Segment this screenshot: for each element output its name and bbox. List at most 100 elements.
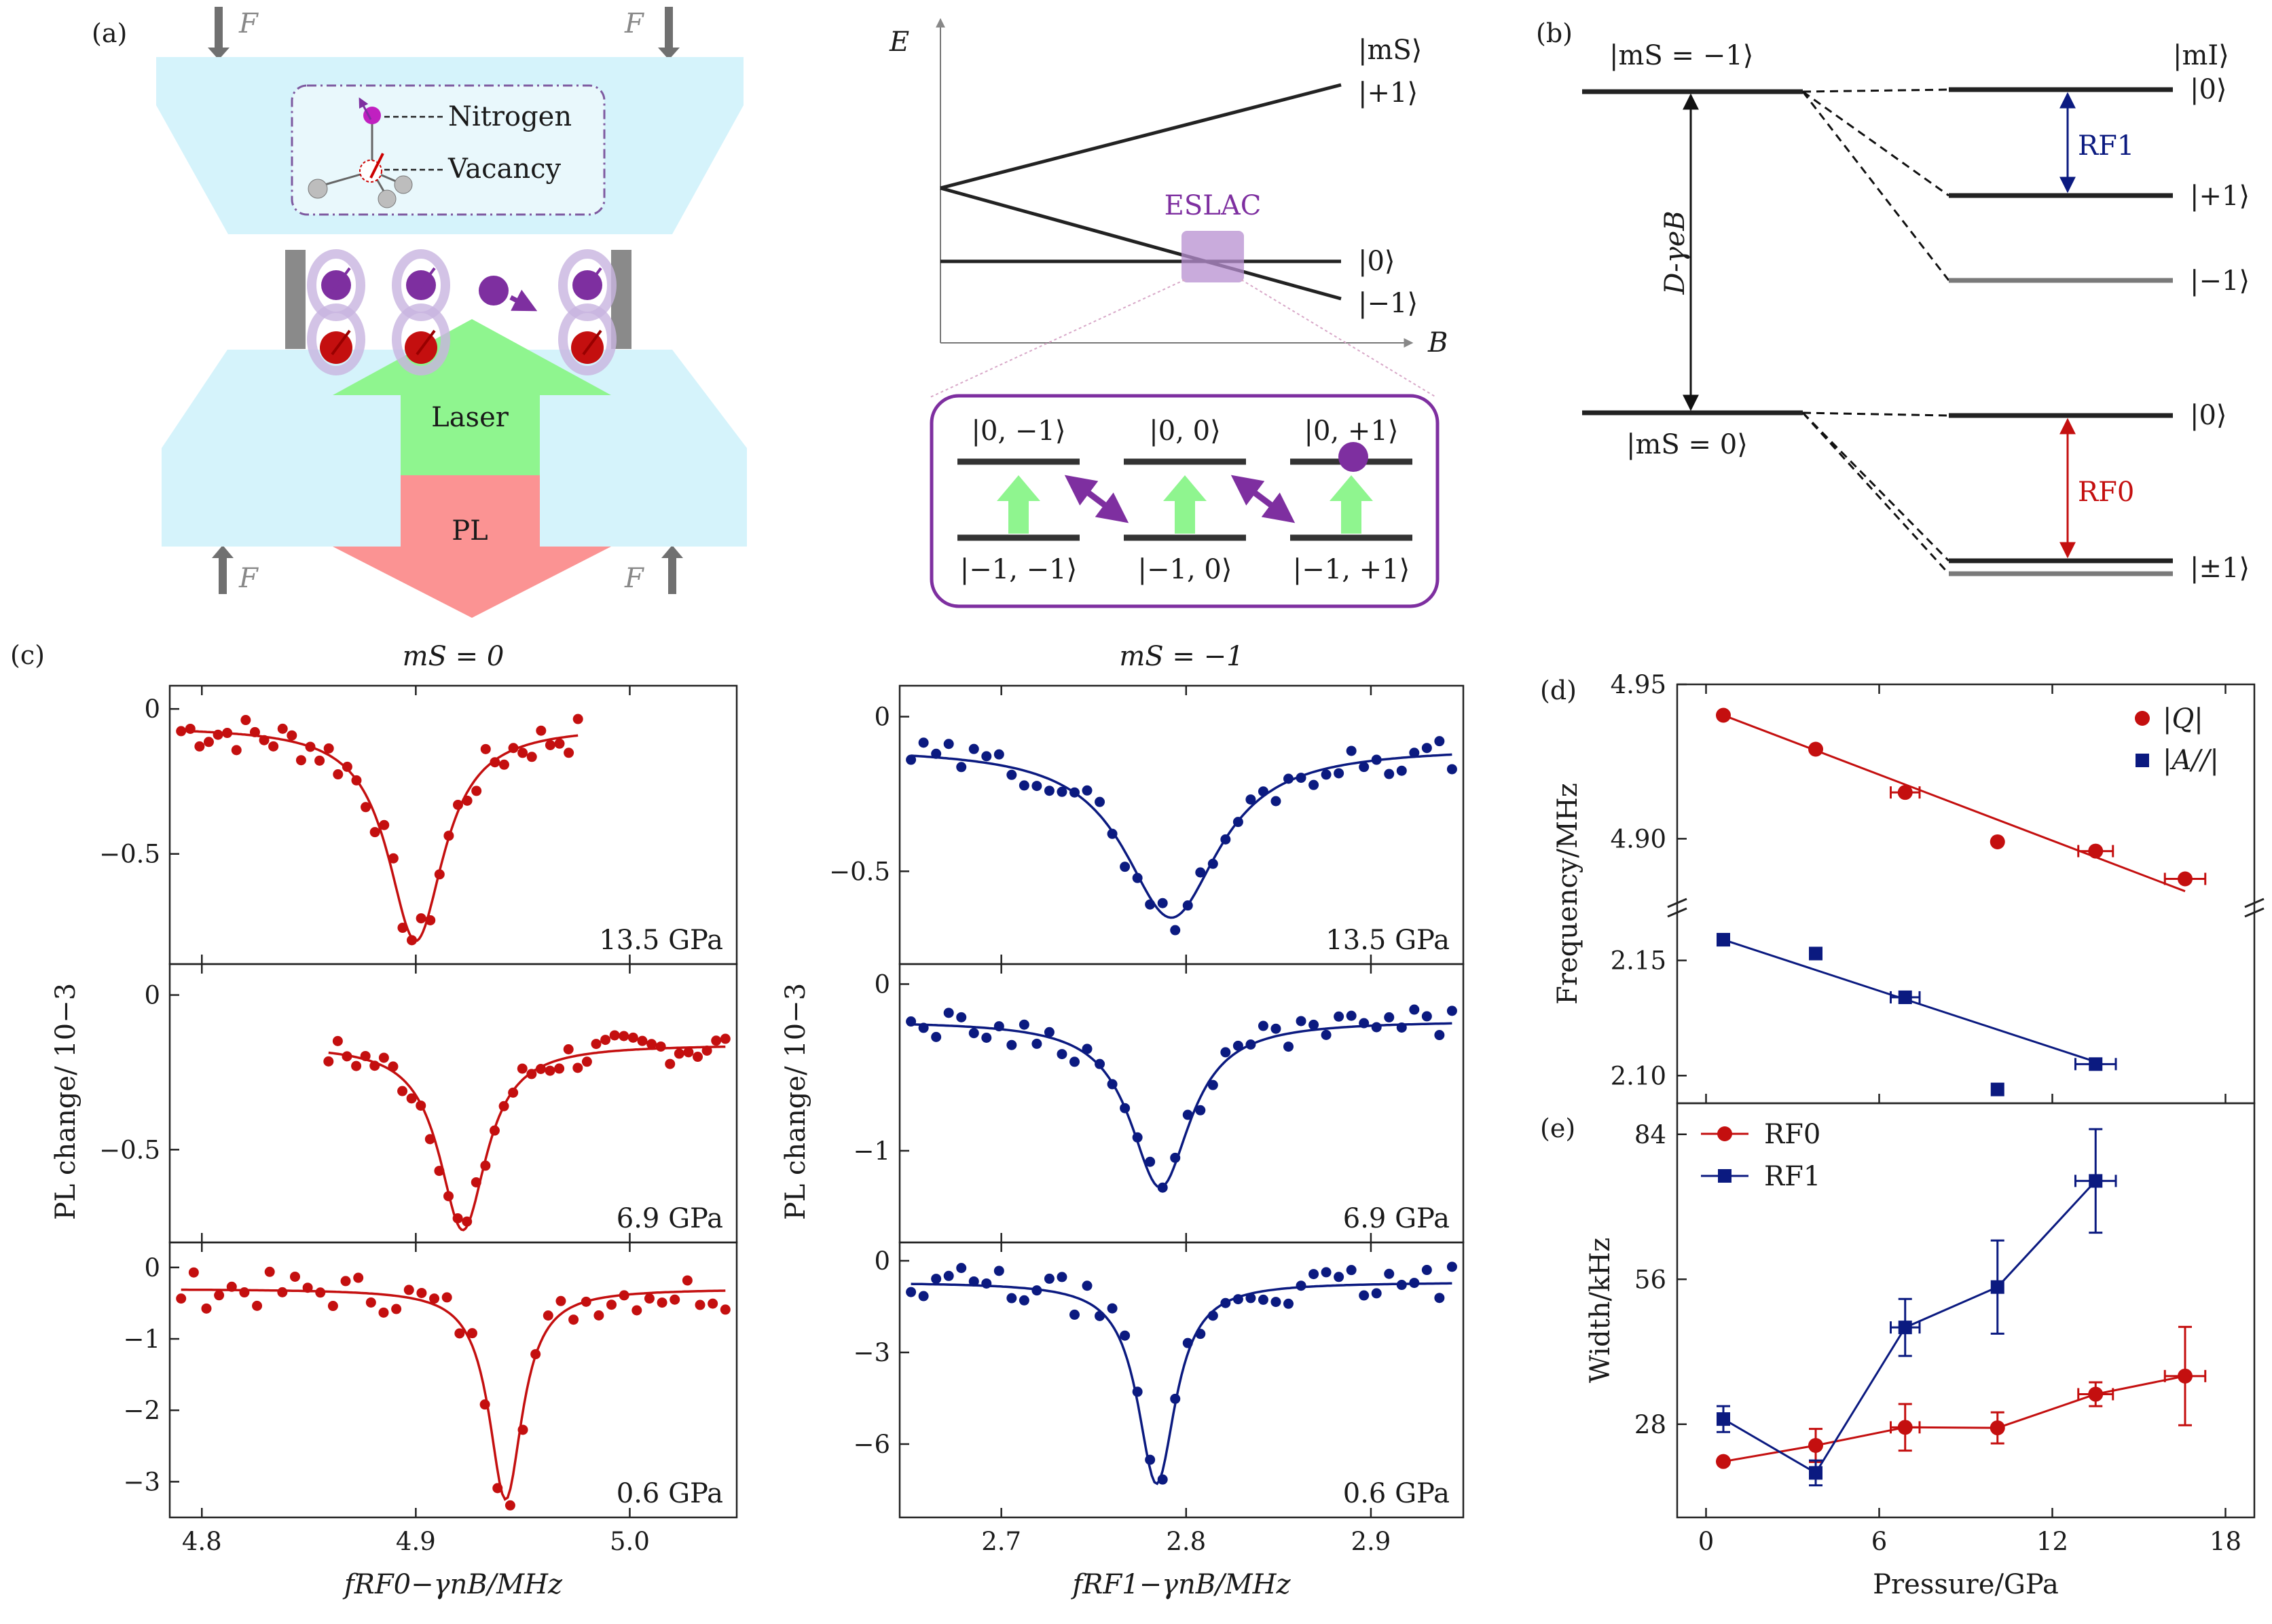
- rf0-label: RF0: [2078, 477, 2134, 508]
- data-point: [1044, 1273, 1055, 1284]
- energy-axis-label: E: [889, 26, 909, 58]
- data-point: [943, 1008, 954, 1018]
- panel-d: (d) 4.95 4.90 2.15 2.10 |Q| |A//| Frequency/MH…: [1540, 670, 2265, 1105]
- energy-vs-field-diagram: E B ESLAC |mS⟩ |+1⟩ |0⟩ |−1⟩: [889, 18, 1448, 398]
- data-point: [466, 1328, 477, 1339]
- data-point: [1346, 1265, 1357, 1276]
- data-point: [1182, 1109, 1193, 1120]
- data-point: [956, 1263, 967, 1274]
- data-point: [1308, 1269, 1319, 1280]
- zoom-line: [930, 279, 1186, 398]
- data-point: [323, 1056, 334, 1067]
- data-point: [1371, 1022, 1382, 1033]
- y-tick-label: 56: [1634, 1265, 1666, 1294]
- force-arrowhead: [208, 48, 230, 60]
- spin-coupling-ribbon: [392, 249, 450, 321]
- data-point: [695, 1299, 706, 1310]
- data-point: [388, 853, 399, 864]
- data-point: [1308, 779, 1319, 790]
- data-point: [1057, 786, 1067, 797]
- inset-bottom-ket-3: |−1, +1⟩: [1293, 554, 1410, 585]
- force-label: F: [238, 8, 259, 39]
- x-axis-label: fRF1−γnB/MHz: [1070, 1569, 1291, 1600]
- x-tick-label: 4.8: [182, 1527, 222, 1556]
- data-point: [644, 1293, 655, 1304]
- data-point: [403, 1285, 414, 1295]
- data-point: [1270, 1297, 1281, 1308]
- data-point: [1069, 1056, 1080, 1067]
- data-point: [1019, 780, 1029, 791]
- ms-minus1-label: |mS = −1⟩: [1609, 40, 1753, 71]
- legend-marker-rf0: [1717, 1126, 1732, 1141]
- data-point: [252, 1300, 263, 1311]
- y-tick-label: 84: [1634, 1120, 1666, 1149]
- x-tick-label: 12: [2036, 1527, 2068, 1556]
- y-tick-label: 0: [144, 1253, 160, 1282]
- data-point: [1716, 1454, 1731, 1469]
- eslac-label: ESLAC: [1165, 190, 1262, 221]
- pressure-annotation: 13.5 GPa: [1325, 925, 1450, 956]
- data-point: [1446, 764, 1457, 775]
- x-axis-label: Pressure/GPa: [1873, 1569, 2059, 1600]
- spin-coupling-ribbon: [558, 249, 617, 321]
- data-point: [369, 827, 380, 838]
- data-point: [968, 1276, 979, 1287]
- data-point: [176, 1293, 187, 1304]
- data-point: [606, 1299, 617, 1310]
- data-point: [406, 1093, 417, 1104]
- force-label: F: [624, 563, 644, 594]
- data-point: [351, 1060, 362, 1071]
- data-point: [981, 1032, 992, 1043]
- lower-level-0: |0⟩: [2190, 400, 2227, 431]
- data-point: [1232, 1040, 1243, 1051]
- spin-coupling-ribbon: [558, 303, 617, 375]
- nitrogen-label: Nitrogen: [448, 101, 572, 132]
- nitrogen-atom: [363, 107, 381, 124]
- pump-arrows: [997, 475, 1373, 534]
- data-point: [646, 1039, 657, 1050]
- data-point: [1809, 1466, 1822, 1480]
- data-point: [682, 1275, 693, 1286]
- plot-frame: [1676, 1102, 2256, 1519]
- fit-curve: [328, 1045, 726, 1232]
- fit-curve: [181, 1288, 726, 1501]
- data-point: [1245, 794, 1256, 805]
- data-point: [1031, 1038, 1042, 1049]
- data-point: [711, 1035, 722, 1046]
- data-point: [993, 749, 1004, 760]
- data-point: [342, 761, 352, 772]
- data-point: [361, 802, 371, 813]
- lower-level-pm1: |±1⟩: [2190, 553, 2250, 584]
- inset-bottom-ket-1: |−1, −1⟩: [960, 554, 1077, 585]
- data-point: [1245, 1293, 1256, 1304]
- upper-level-0: |0⟩: [2190, 74, 2227, 105]
- data-point: [1898, 1321, 1912, 1335]
- data-point: [323, 743, 334, 754]
- data-point: [1990, 834, 2005, 849]
- ms-label: |mS⟩: [1358, 35, 1422, 66]
- data-point: [1897, 785, 1913, 800]
- y-tick-label: 0: [144, 695, 160, 724]
- y-tick-label: 0: [874, 1247, 890, 1276]
- data-point: [1019, 1019, 1029, 1030]
- data-point: [1195, 1105, 1206, 1115]
- y-axis-label: PL change/ 10−3: [780, 983, 811, 1220]
- chart-d: 4.95 4.90 2.15 2.10 |Q| |A//| Frequency/MHz: [1552, 670, 2265, 1105]
- data-point: [391, 1304, 402, 1314]
- y-axis-label: Frequency/MHz: [1552, 783, 1583, 1005]
- fit-curve: [911, 753, 1452, 919]
- data-point: [1898, 990, 1912, 1004]
- data-point: [1258, 1294, 1268, 1305]
- data-point: [277, 723, 288, 734]
- data-point: [295, 755, 306, 766]
- force-arrowhead: [212, 545, 234, 558]
- data-point: [480, 743, 491, 754]
- data-point: [1019, 1295, 1029, 1306]
- data-point: [2089, 1174, 2103, 1188]
- data-point: [720, 1304, 731, 1315]
- data-point: [1057, 1049, 1067, 1060]
- chart-c-left: mS = 0 0 −0.5 13.5 GPa 0 −0.5 6.9 GPa 0 −1 −2 −3 0.…: [50, 641, 738, 1600]
- data-point: [1220, 1047, 1231, 1058]
- data-point: [505, 1500, 515, 1511]
- panel-label-b: (b): [1536, 18, 1573, 48]
